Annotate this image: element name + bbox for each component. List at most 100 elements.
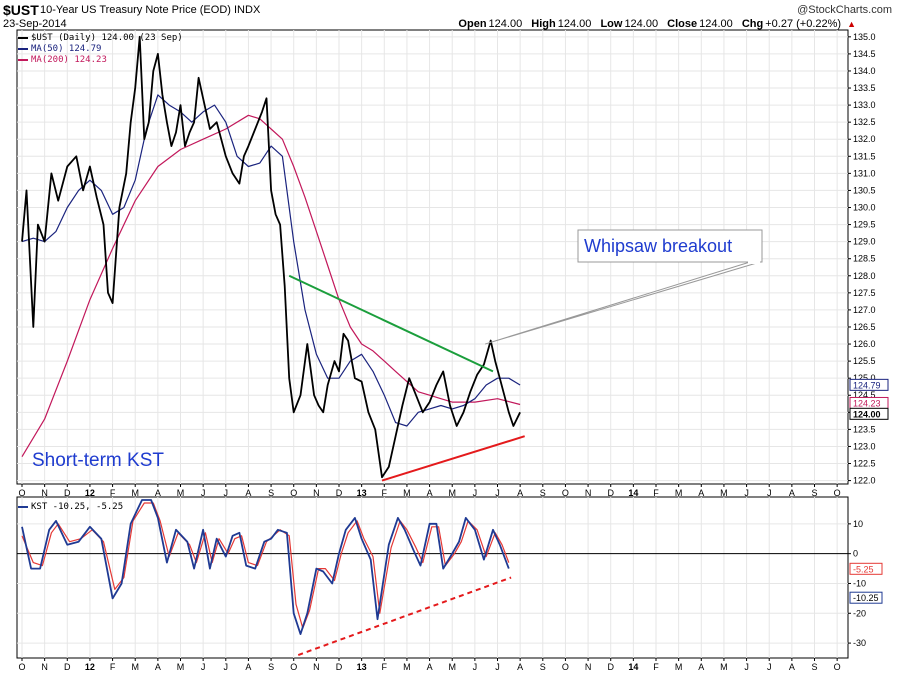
callout-box	[577, 229, 763, 263]
close-label: Close	[667, 18, 698, 30]
y-tick-label: 123.0	[853, 441, 876, 451]
x-tick-label: A	[698, 662, 704, 672]
price-swatch	[18, 36, 28, 39]
x-tick-label: M	[131, 662, 139, 672]
y-tick-label: 125.0	[853, 373, 876, 383]
x-tick-label: D	[607, 488, 614, 498]
y-tick-label: 135.0	[853, 32, 876, 42]
price-panel: O N D 12 F M A M J J A S O N D 13 F M A M J J A S O N D 14 F M A M J J A S O…	[16, 29, 889, 498]
x-tick-label: F	[110, 488, 116, 498]
short-term-kst-label: Short-term KST	[32, 450, 164, 471]
x-tick-label: J	[224, 662, 229, 672]
y-tick-label: 122.0	[853, 476, 876, 486]
x-tick-label: D	[64, 662, 71, 672]
x-tick-label: F	[382, 488, 388, 498]
x-tick-label: J	[767, 488, 772, 498]
symbol-title: $UST	[3, 2, 39, 18]
y-tick-label: 133.0	[853, 100, 876, 110]
x-tick-label: A	[245, 488, 251, 498]
x-tick-label: A	[789, 488, 795, 498]
x-tick-label: J	[744, 662, 749, 672]
low-value: 124.00	[624, 18, 659, 30]
x-tick-label: M	[720, 488, 728, 498]
legend-kst: KST -10.25, -5.25	[18, 502, 123, 512]
y-tick-label: 123.5	[853, 424, 876, 434]
x-tick-label: S	[268, 662, 274, 672]
x-tick-label: D	[64, 488, 71, 498]
x-tick-label: M	[177, 662, 185, 672]
x-tick-label: N	[41, 662, 48, 672]
legend-ma50-text: MA(50) 124.79	[31, 44, 102, 54]
x-tick-label: M	[675, 662, 683, 672]
y-tick-label: 126.0	[853, 339, 876, 349]
x-tick-label: M	[675, 488, 683, 498]
last-value-box	[849, 407, 889, 420]
y-tick-label: 130.5	[853, 185, 876, 195]
x-tick-label: D	[336, 662, 343, 672]
x-tick-label: F	[653, 662, 659, 672]
y-tick-label: 125.5	[853, 356, 876, 366]
x-tick-label: M	[403, 662, 411, 672]
x-tick-label: J	[201, 662, 206, 672]
x-tick-label: M	[403, 488, 411, 498]
x-tick-label: A	[698, 488, 704, 498]
x-tick-label: F	[110, 662, 116, 672]
kst-swatch	[18, 505, 28, 508]
downtrend-trendline	[288, 274, 494, 373]
x-tick-label: F	[653, 488, 659, 498]
x-tick-label: O	[18, 488, 25, 498]
x-tick-label: 14	[628, 662, 638, 672]
y-tick-label: 127.5	[853, 288, 876, 298]
chg-value: +0.27 (+0.22%)	[765, 18, 842, 30]
last-value-label: 124.79	[853, 380, 881, 390]
y-tick-label: 128.0	[853, 271, 876, 281]
kst-line	[21, 499, 510, 635]
legend-kst-text: KST -10.25, -5.25	[31, 502, 124, 512]
callout-joint	[748, 261, 760, 264]
x-tick-label: A	[155, 488, 161, 498]
high-value: 124.00	[557, 18, 592, 30]
x-tick-label: N	[313, 488, 320, 498]
ma50-swatch	[18, 47, 28, 50]
legend-price-text: $UST (Daily) 124.00 (23 Sep)	[31, 33, 183, 43]
x-tick-label: J	[473, 488, 478, 498]
ma50-line	[21, 94, 521, 427]
y-tick-label: 124.5	[853, 390, 876, 400]
y-tick-label: -30	[853, 638, 866, 648]
instrument-name-text: 10-Year US Treasury Note Price (EOD)	[40, 4, 231, 16]
y-tick-label: -10	[853, 578, 866, 588]
kst-panel: O N D 12 F M A M J J A S O N D 13 F M A M J J A S O N D 14 F M A M J J A S O…	[16, 496, 883, 672]
y-tick-label: 134.0	[853, 66, 876, 76]
x-tick-label: S	[811, 488, 817, 498]
ma200-line	[21, 114, 521, 458]
plot-frame	[16, 496, 849, 659]
chart-date: 23-Sep-2014	[3, 18, 67, 30]
y-tick-label: -20	[853, 608, 866, 618]
x-tick-label: O	[562, 488, 569, 498]
x-tick-label: 12	[85, 488, 95, 498]
x-tick-label: J	[744, 488, 749, 498]
kst-last-value-box	[849, 562, 883, 575]
x-tick-label: D	[336, 488, 343, 498]
kst-last-value-box	[849, 591, 883, 604]
x-tick-label: A	[155, 662, 161, 672]
last-value-box	[849, 378, 889, 391]
open-value: 124.00	[488, 18, 523, 30]
x-tick-label: 14	[628, 488, 638, 498]
last-value-label: 124.23	[853, 398, 881, 408]
legend-ma200: MA(200) 124.23	[18, 55, 107, 65]
y-tick-label: 0	[853, 549, 858, 559]
up-arrow-icon: ▲	[847, 19, 856, 29]
kst-uptrend-dashed	[297, 576, 512, 656]
x-tick-label: O	[834, 488, 841, 498]
x-tick-label: D	[607, 662, 614, 672]
last-value-label: 124.00	[853, 409, 881, 419]
kst-last-value-label: -10.25	[853, 593, 879, 603]
y-tick-label: 133.5	[853, 83, 876, 93]
x-tick-label: O	[290, 662, 297, 672]
x-tick-label: J	[767, 662, 772, 672]
x-tick-label: J	[201, 488, 206, 498]
low-label: Low	[600, 18, 623, 30]
x-tick-label: N	[585, 488, 592, 498]
